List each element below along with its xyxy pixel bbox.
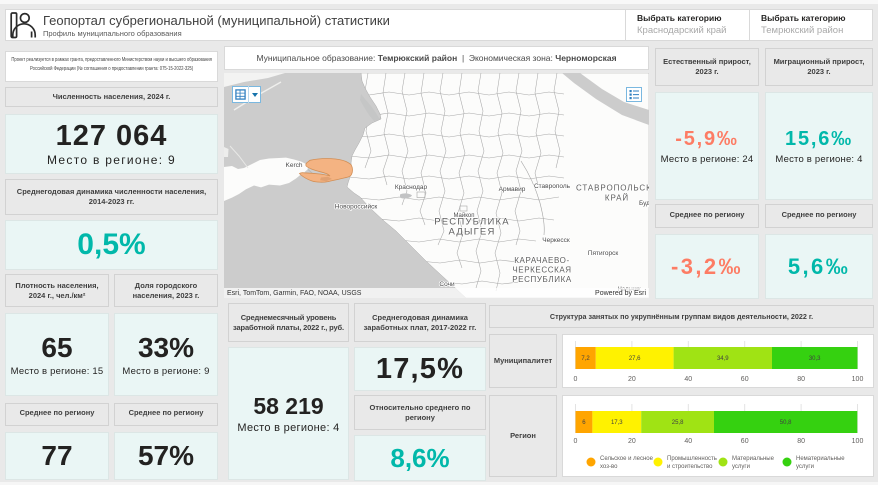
- svg-text:и строительство: и строительство: [667, 464, 713, 470]
- svg-text:Kerch: Kerch: [286, 162, 303, 169]
- svg-text:Нематериальные: Нематериальные: [796, 456, 845, 462]
- svg-text:25,8: 25,8: [672, 420, 684, 426]
- svg-text:7,2: 7,2: [581, 356, 590, 362]
- svg-text:Краснодар: Краснодар: [395, 184, 428, 191]
- svg-text:20: 20: [628, 376, 636, 383]
- svg-text:Промышленность: Промышленность: [667, 456, 717, 462]
- svg-text:40: 40: [684, 438, 692, 445]
- svg-text:Esri, TomTom, Garmin, FAO, NOA: Esri, TomTom, Garmin, FAO, NOAA, USGS: [227, 290, 362, 297]
- svg-text:Сочи: Сочи: [439, 281, 455, 288]
- svg-text:80: 80: [797, 376, 805, 383]
- svg-text:0: 0: [574, 438, 578, 445]
- svg-text:0: 0: [574, 376, 578, 383]
- svg-text:Пятигорск: Пятигорск: [588, 250, 619, 257]
- svg-text:Майкоп: Майкоп: [453, 212, 474, 219]
- svg-text:хоз-во: хоз-во: [600, 464, 618, 470]
- svg-text:30,3: 30,3: [809, 356, 821, 362]
- svg-text:КАРАЧАЕВО-: КАРАЧАЕВО-: [514, 256, 569, 265]
- svg-text:100: 100: [852, 438, 864, 445]
- svg-text:КРАЙ: КРАЙ: [605, 194, 629, 203]
- svg-text:СТАВРОПОЛЬСКИЙ: СТАВРОПОЛЬСКИЙ: [576, 184, 649, 193]
- svg-text:50,8: 50,8: [780, 420, 792, 426]
- svg-text:Армавир: Армавир: [499, 186, 526, 193]
- svg-text:ЧЕРКЕССКАЯ: ЧЕРКЕССКАЯ: [512, 266, 571, 275]
- svg-text:17,3: 17,3: [611, 420, 623, 426]
- svg-text:РЕСПУБЛИКА: РЕСПУБЛИКА: [434, 217, 510, 228]
- svg-text:34,9: 34,9: [717, 356, 729, 362]
- svg-text:Ставрополь: Ставрополь: [534, 183, 571, 190]
- svg-text:Материальные: Материальные: [732, 456, 775, 462]
- svg-text:40: 40: [684, 376, 692, 383]
- svg-text:80: 80: [797, 438, 805, 445]
- svg-text:Новороссийск: Новороссийск: [335, 203, 378, 211]
- svg-text:Powered by Esri: Powered by Esri: [595, 290, 646, 297]
- svg-text:Сельское и лесное: Сельское и лесное: [600, 456, 654, 462]
- svg-text:6: 6: [582, 420, 586, 426]
- svg-text:27,6: 27,6: [629, 356, 641, 362]
- svg-text:100: 100: [852, 376, 864, 383]
- svg-text:60: 60: [741, 376, 749, 383]
- svg-text:20: 20: [628, 438, 636, 445]
- svg-text:услуги: услуги: [732, 464, 750, 470]
- svg-text:услуги: услуги: [796, 464, 814, 470]
- svg-text:АДЫГЕЯ: АДЫГЕЯ: [448, 227, 495, 238]
- svg-text:60: 60: [741, 438, 749, 445]
- svg-text:Черкесск: Черкесск: [542, 237, 570, 244]
- svg-text:РЕСПУБЛИКА: РЕСПУБЛИКА: [512, 275, 572, 284]
- svg-text:Буд: Буд: [639, 200, 649, 207]
